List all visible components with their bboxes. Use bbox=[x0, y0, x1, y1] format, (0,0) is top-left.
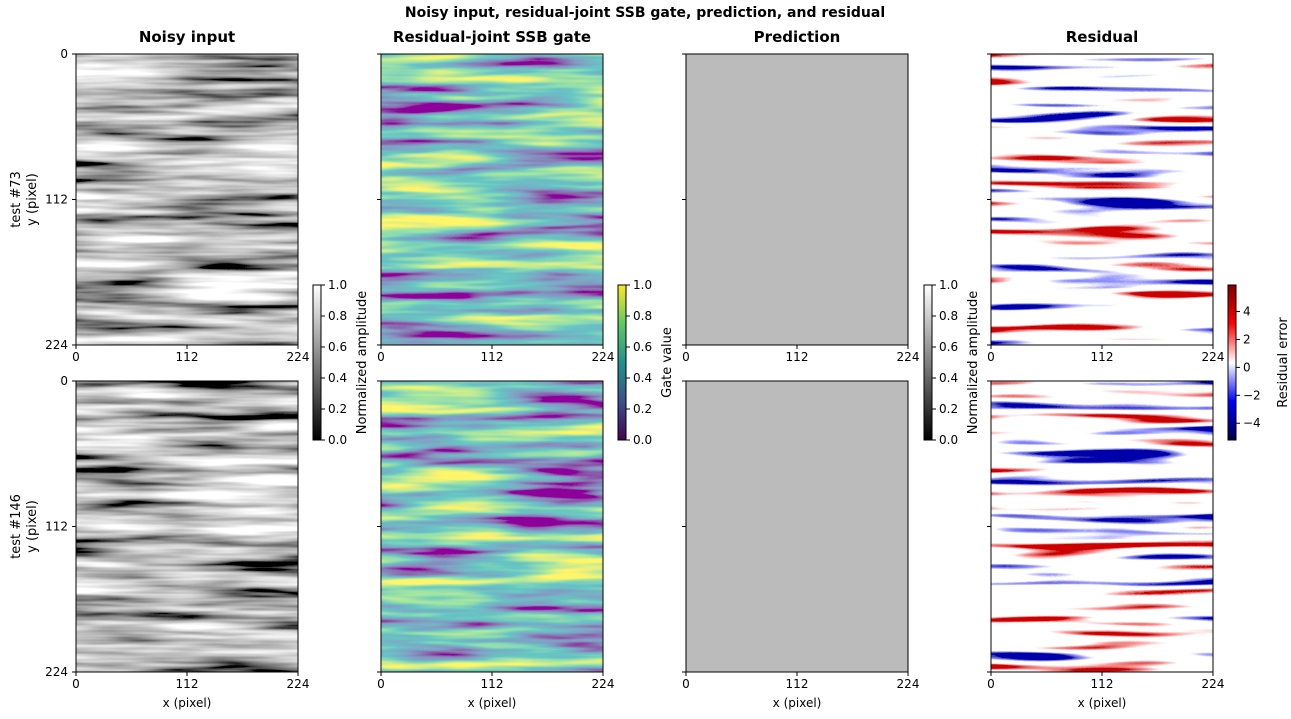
x-tick-label: 112 bbox=[1091, 350, 1114, 364]
x-tick-label: 0 bbox=[682, 677, 690, 691]
y-tick-label: 0 bbox=[60, 374, 68, 388]
colorbar bbox=[312, 284, 322, 441]
colorbar-label: Residual error bbox=[1276, 317, 1291, 408]
x-tick-label: 0 bbox=[72, 677, 80, 691]
x-tick-label: 224 bbox=[287, 677, 310, 691]
x-tick-label: 112 bbox=[176, 677, 199, 691]
colorbar-tick-label: 1.0 bbox=[328, 278, 347, 292]
image bbox=[381, 381, 603, 672]
x-tick-label: 224 bbox=[592, 350, 615, 364]
x-tick-label: 0 bbox=[987, 350, 995, 364]
colorbar-label: Gate value bbox=[660, 327, 675, 398]
colorbar-tick-label: 0.0 bbox=[633, 433, 652, 447]
y-tick-label: 224 bbox=[45, 665, 68, 679]
y-tick-label: 224 bbox=[45, 338, 68, 352]
colorbar-tick-label: 1.0 bbox=[939, 278, 958, 292]
x-tick-label: 112 bbox=[481, 677, 504, 691]
colorbar-tick-label: 0.2 bbox=[633, 402, 652, 416]
panel-title: Residual-joint SSB gate bbox=[393, 28, 591, 46]
colorbar-label: Normalized amplitude bbox=[355, 291, 370, 435]
x-tick-label: 112 bbox=[786, 677, 809, 691]
colorbar bbox=[617, 284, 627, 441]
colorbar-tick-label: −2 bbox=[1243, 388, 1261, 402]
x-tick-label: 0 bbox=[377, 350, 385, 364]
colorbar-tick-label: 0.4 bbox=[328, 371, 347, 385]
x-tick-label: 0 bbox=[72, 350, 80, 364]
x-axis-label: x (pixel) bbox=[468, 696, 517, 710]
colorbar-tick-label: 0.6 bbox=[939, 340, 958, 354]
row-label: test #73 bbox=[9, 171, 24, 228]
row-label: test #146 bbox=[9, 494, 24, 559]
colorbar-tick-label: 0.0 bbox=[328, 433, 347, 447]
x-axis-label: x (pixel) bbox=[773, 696, 822, 710]
image bbox=[686, 381, 908, 672]
y-axis-label: y (pixel) bbox=[25, 500, 40, 553]
x-tick-label: 112 bbox=[786, 350, 809, 364]
colorbar-tick-label: 0.8 bbox=[328, 309, 347, 323]
colorbar bbox=[1227, 284, 1237, 441]
colorbar-tick-label: 0.6 bbox=[633, 340, 652, 354]
x-axis-label: x (pixel) bbox=[1078, 696, 1127, 710]
y-tick-label: 112 bbox=[45, 520, 68, 534]
x-tick-label: 224 bbox=[897, 677, 920, 691]
panel-title: Prediction bbox=[754, 28, 841, 46]
image bbox=[991, 54, 1213, 345]
colorbar-tick-label: 0.2 bbox=[939, 402, 958, 416]
x-axis-label: x (pixel) bbox=[163, 696, 212, 710]
figure-title: Noisy input, residual-joint SSB gate, pr… bbox=[405, 5, 885, 21]
colorbar-tick-label: 0 bbox=[1243, 360, 1251, 374]
x-tick-label: 224 bbox=[592, 677, 615, 691]
x-tick-label: 0 bbox=[377, 677, 385, 691]
x-tick-label: 224 bbox=[897, 350, 920, 364]
colorbar bbox=[923, 284, 933, 441]
colorbar-tick-label: 2 bbox=[1243, 332, 1251, 346]
x-tick-label: 224 bbox=[287, 350, 310, 364]
panel-title: Noisy input bbox=[139, 28, 235, 46]
x-tick-label: 112 bbox=[176, 350, 199, 364]
colorbar-tick-label: −4 bbox=[1243, 416, 1261, 430]
colorbar-tick-label: 0.6 bbox=[328, 340, 347, 354]
x-tick-label: 112 bbox=[481, 350, 504, 364]
image bbox=[686, 54, 908, 345]
image bbox=[381, 54, 603, 345]
x-tick-label: 0 bbox=[682, 350, 690, 364]
colorbar-tick-label: 0.2 bbox=[328, 402, 347, 416]
colorbar-tick-label: 0.0 bbox=[939, 433, 958, 447]
y-axis-label: y (pixel) bbox=[25, 173, 40, 226]
colorbar-tick-label: 0.8 bbox=[939, 309, 958, 323]
colorbar-tick-label: 0.4 bbox=[939, 371, 958, 385]
x-tick-label: 112 bbox=[1091, 677, 1114, 691]
image bbox=[76, 54, 298, 345]
colorbar-label: Normalized amplitude bbox=[966, 291, 981, 435]
colorbar-tick-label: 1.0 bbox=[633, 278, 652, 292]
panel-title: Residual bbox=[1066, 28, 1138, 46]
x-tick-label: 0 bbox=[987, 677, 995, 691]
colorbar-tick-label: 4 bbox=[1243, 305, 1251, 319]
x-tick-label: 224 bbox=[1202, 677, 1225, 691]
y-tick-label: 112 bbox=[45, 193, 68, 207]
y-tick-label: 0 bbox=[60, 47, 68, 61]
image bbox=[76, 381, 298, 672]
colorbar-tick-label: 0.8 bbox=[633, 309, 652, 323]
x-tick-label: 224 bbox=[1202, 350, 1225, 364]
image bbox=[991, 381, 1213, 672]
colorbar-tick-label: 0.4 bbox=[633, 371, 652, 385]
